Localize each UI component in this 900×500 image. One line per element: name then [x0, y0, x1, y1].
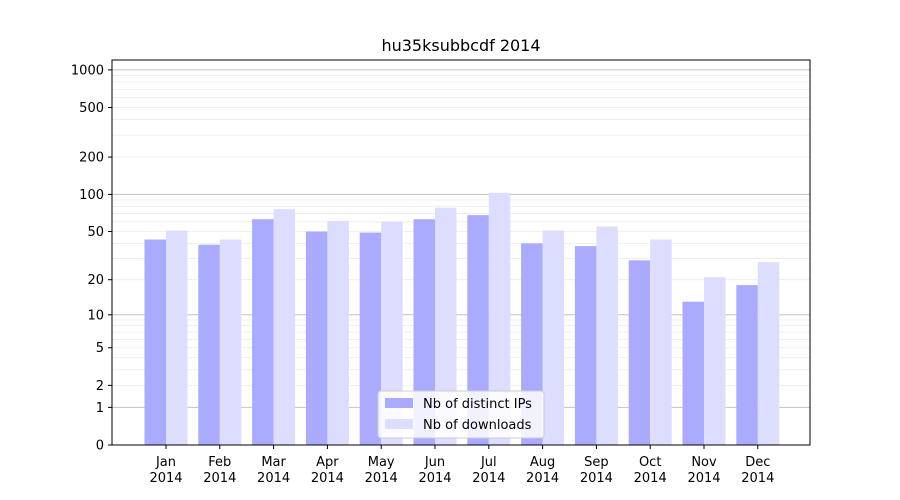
y-tick-label: 20 [87, 273, 104, 288]
y-axis: 0 1 2 5 10 20 50 100 200 500 1000 [71, 63, 112, 454]
chart-title: hu35ksubbcdf 2014 [381, 36, 540, 55]
bar-distinct-ips [144, 239, 166, 445]
bar-distinct-ips [252, 219, 274, 445]
bar-downloads [596, 226, 618, 445]
x-tick-label-year: 2014 [580, 471, 613, 486]
x-tick-label-month: Mar [261, 455, 286, 470]
bar-downloads [273, 209, 296, 445]
bar-downloads [757, 262, 780, 445]
x-tick-label-year: 2014 [472, 471, 505, 486]
bar-downloads [381, 221, 403, 445]
legend-label: Nb of downloads [423, 418, 532, 433]
x-tick-label-month: Aug [530, 455, 555, 470]
bar-distinct-ips [413, 219, 435, 445]
bar-downloads [219, 239, 242, 445]
bar-downloads [704, 277, 726, 445]
bar-distinct-ips [467, 215, 489, 445]
y-tick-label: 10 [87, 308, 104, 323]
bar-distinct-ips [359, 232, 382, 445]
x-tick-label-year: 2014 [687, 471, 720, 486]
x-tick-label-year: 2014 [418, 471, 451, 486]
y-tick-label: 50 [87, 225, 104, 240]
x-tick-label-month: Dec [745, 455, 770, 470]
x-tick-label-month: Jan [155, 455, 176, 470]
x-tick-label-month: Oct [639, 455, 661, 470]
legend-swatch [385, 398, 413, 408]
y-tick-label: 200 [79, 151, 104, 166]
x-tick-label-year: 2014 [311, 471, 344, 486]
x-tick-label-month: Jul [480, 455, 497, 470]
bar-distinct-ips [682, 301, 704, 445]
bar-downloads [166, 230, 188, 445]
bar-downloads [327, 220, 349, 445]
x-tick-label-year: 2014 [149, 471, 182, 486]
bar-downloads [435, 207, 457, 445]
x-tick-label-year: 2014 [741, 471, 774, 486]
bar-downloads [488, 192, 511, 445]
x-tick-label-year: 2014 [634, 471, 667, 486]
bar-distinct-ips [736, 285, 758, 445]
y-tick-label: 1 [96, 401, 104, 416]
y-tick-label: 5 [96, 341, 104, 356]
x-tick-label-month: Apr [316, 455, 339, 470]
y-tick-label: 500 [79, 101, 104, 116]
y-tick-label: 1000 [71, 63, 104, 78]
plot-frame [111, 59, 811, 446]
bar-distinct-ips [574, 246, 597, 445]
legend-swatch [385, 419, 413, 429]
x-tick-label-month: Jun [424, 455, 445, 470]
x-tick-label-year: 2014 [257, 471, 290, 486]
legend: Nb of distinct IPs Nb of downloads [377, 390, 545, 439]
x-tick-label-month: May [368, 455, 395, 470]
bar-downloads [542, 230, 565, 445]
legend-label: Nb of distinct IPs [423, 397, 532, 412]
x-axis: Jan2014Feb2014Mar2014Apr2014May2014Jun20… [149, 445, 774, 486]
y-tick-label: 2 [96, 379, 104, 394]
x-tick-label-month: Feb [208, 455, 231, 470]
legend-box [377, 390, 545, 439]
x-tick-label-month: Nov [691, 455, 717, 470]
x-tick-label-month: Sep [584, 455, 609, 470]
bar-distinct-ips [305, 231, 328, 445]
x-tick-label-year: 2014 [365, 471, 398, 486]
bar-distinct-ips [628, 260, 651, 445]
bar-distinct-ips [198, 244, 220, 445]
bar-downloads [650, 239, 672, 445]
x-tick-label-year: 2014 [526, 471, 559, 486]
y-tick-label: 100 [79, 188, 104, 203]
x-tick-label-year: 2014 [203, 471, 236, 486]
y-tick-label: 0 [96, 439, 104, 454]
bars [144, 192, 780, 445]
